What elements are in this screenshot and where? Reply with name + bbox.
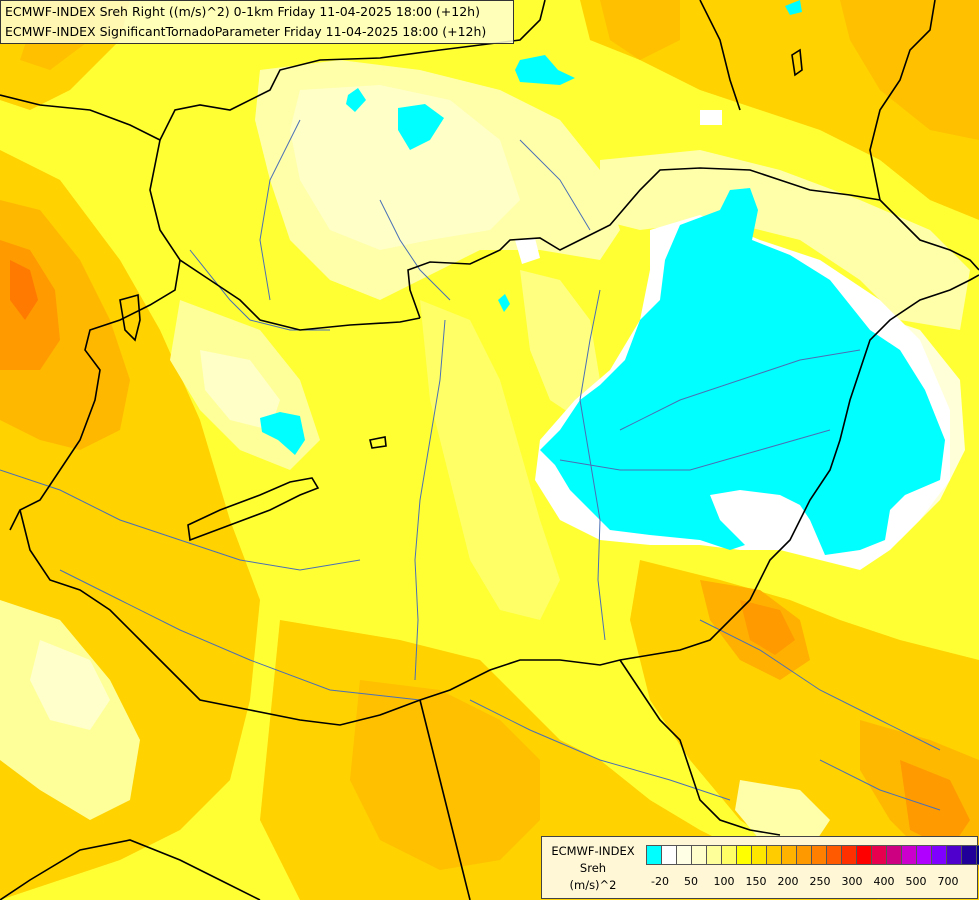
legend-unit: (m/s)^2: [569, 878, 617, 892]
legend-swatch: [946, 845, 962, 865]
legend-title-line-1: ECMWF-INDEX: [551, 844, 635, 858]
legend-title-line-2: Sreh: [579, 861, 607, 875]
legend-swatch: [841, 845, 857, 865]
legend-swatch: [691, 845, 707, 865]
legend-tick-label: 700: [937, 875, 959, 888]
map-title-line-1: ECMWF-INDEX Sreh Right ((m/s)^2) 0-1km F…: [5, 4, 480, 19]
legend-tick-label: 200: [777, 875, 799, 888]
legend-tick-label: 500: [905, 875, 927, 888]
legend-swatch: [661, 845, 677, 865]
legend-swatch: [781, 845, 797, 865]
legend-tick-label: 150: [745, 875, 767, 888]
legend-swatch: [706, 845, 722, 865]
legend-swatch: [751, 845, 767, 865]
legend-tick-label: -20: [651, 875, 669, 888]
legend-swatch: [886, 845, 902, 865]
legend-tick-label: 400: [873, 875, 895, 888]
legend-swatch: [856, 845, 872, 865]
rivers: [0, 119, 941, 811]
legend-ticks: -20 50 100 150 200 250 300 400 500 700: [646, 875, 976, 891]
legend-tick-label: 50: [684, 875, 698, 888]
map-title-box: ECMWF-INDEX Sreh Right ((m/s)^2) 0-1km F…: [0, 0, 514, 44]
legend-swatch: [811, 845, 827, 865]
legend-swatch: [976, 845, 979, 865]
legend-swatch: [901, 845, 917, 865]
legend-tick-label: 300: [841, 875, 863, 888]
color-legend: ECMWF-INDEX Sreh (m/s)^2 -20 50 100 150 200 2…: [541, 836, 979, 899]
legend-swatch: [961, 845, 977, 865]
field-negative-areas: [260, 0, 945, 555]
legend-tick-label: 100: [713, 875, 735, 888]
legend-swatch: [721, 845, 737, 865]
legend-swatches: [646, 845, 979, 865]
legend-tick-label: 250: [809, 875, 831, 888]
legend-swatch: [676, 845, 692, 865]
legend-swatch: [736, 845, 752, 865]
legend-swatch: [916, 845, 932, 865]
legend-swatch: [796, 845, 812, 865]
legend-swatch: [646, 845, 662, 865]
legend-swatch: [931, 845, 947, 865]
legend-swatch: [871, 845, 887, 865]
legend-swatch: [766, 845, 782, 865]
map-title-line-2: ECMWF-INDEX SignificantTornadoParameter …: [5, 24, 487, 39]
legend-swatch: [826, 845, 842, 865]
